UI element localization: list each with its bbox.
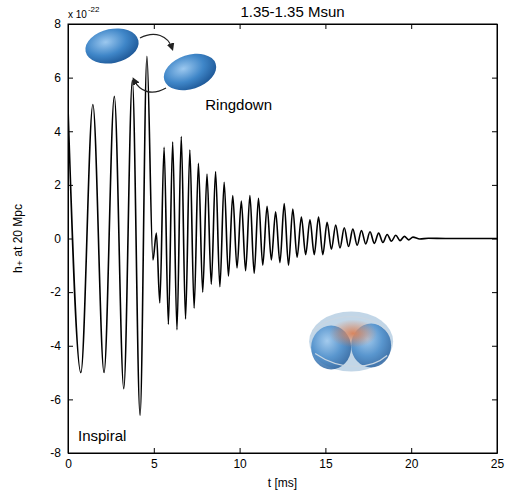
y-tick-label: -2 (50, 285, 61, 299)
x-tick: 5 (151, 448, 158, 471)
remnant-illustration (309, 311, 393, 371)
x-axis-line (69, 453, 498, 454)
plot-frame (68, 24, 497, 453)
y-tick-right (492, 399, 497, 400)
x-tick: 20 (405, 448, 419, 471)
neutron-star (82, 24, 142, 68)
y-tick: 6 (54, 71, 73, 85)
y-tick: -4 (50, 339, 73, 353)
x-tick-mark-top (411, 24, 412, 29)
y-tick-right (492, 78, 497, 79)
y-tick-right (492, 24, 497, 25)
x-axis: 0 5 10 15 20 25 (65, 448, 504, 471)
plot-area (68, 56, 497, 415)
binary-illustration (82, 24, 221, 97)
chart: 0 5 10 15 20 25 -8 -6 -4 -2 0 2 4 6 8 1.35-1.35 Msun x 1… (0, 0, 527, 495)
x-tick-top (68, 24, 69, 29)
y-tick-mark-right (492, 78, 497, 79)
x-tick-top (154, 24, 155, 29)
title: 1.35-1.35 Msun (240, 3, 344, 20)
y-tick-label: -6 (50, 393, 61, 407)
x-tick-mark-top (240, 24, 241, 29)
y-tick-mark (68, 346, 73, 347)
top-frame-line (69, 24, 498, 25)
y-tick: -8 (50, 446, 73, 460)
y-tick-label: -4 (50, 339, 61, 353)
y-tick-mark-right (492, 24, 497, 25)
x-axis-top (69, 24, 498, 29)
x-tick-top (411, 24, 412, 29)
y-tick: 4 (54, 125, 73, 139)
neutron-star (159, 47, 221, 96)
y-tick-right (492, 292, 497, 293)
x-tick-label: 25 (491, 457, 505, 471)
x-tick-label: 10 (233, 457, 247, 471)
y-tick-mark-right (492, 399, 497, 400)
waveform-line (68, 56, 497, 415)
y-tick: -6 (50, 393, 73, 407)
y-tick-mark-right (492, 346, 497, 347)
x-tick-mark-top (68, 24, 69, 29)
y-axis: -8 -6 -4 -2 0 2 4 6 8 (50, 17, 73, 460)
y-tick-mark-right (492, 185, 497, 186)
y-multiplier: x 10-22 (68, 5, 100, 20)
y-tick-label: 4 (54, 125, 61, 139)
y-axis-title: h₊ at 20 Mpc (11, 204, 25, 273)
y-tick-right (492, 453, 497, 454)
x-tick: 10 (233, 448, 247, 471)
y-tick-right (492, 185, 497, 186)
x-axis-title: t [ms] (268, 476, 297, 490)
x-tick-label: 20 (405, 457, 419, 471)
x-tick-label: 5 (151, 457, 158, 471)
y-tick: -2 (50, 285, 73, 299)
x-tick: 15 (319, 448, 333, 471)
remnant-streams (313, 317, 389, 367)
x-tick-mark (411, 448, 412, 453)
annotation: Ringdown (205, 96, 272, 113)
y-tick-right (492, 346, 497, 347)
y-tick-label: 6 (54, 71, 61, 85)
y-tick-mark (68, 399, 73, 400)
x-tick-label: 0 (65, 457, 72, 471)
y-tick-label: 2 (54, 178, 61, 192)
y-tick-mark-right (492, 131, 497, 132)
y-tick-mark (68, 78, 73, 79)
x-tick-mark-top (325, 24, 326, 29)
y-tick: 0 (54, 232, 73, 246)
annotation: Inspiral (78, 427, 126, 444)
y-tick-mark (68, 292, 73, 293)
y-tick-mark-right (492, 292, 497, 293)
orbit-arrow (140, 34, 172, 48)
x-tick-mark-top (154, 24, 155, 29)
y-tick-mark (68, 453, 73, 454)
orbit-arrow (134, 80, 166, 92)
x-tick-label: 15 (319, 457, 333, 471)
x-tick-top (240, 24, 241, 29)
y-tick-right (492, 131, 497, 132)
y-tick-mark-right (492, 453, 497, 454)
y-multiplier-base: x 10 (68, 9, 87, 20)
x-tick-mark (240, 448, 241, 453)
x-tick-mark (154, 448, 155, 453)
remnant-halo (309, 311, 393, 371)
x-tick-mark (325, 448, 326, 453)
remnant-core (329, 319, 377, 347)
y-tick-label: 0 (54, 232, 61, 246)
y-multiplier-exponent: -22 (88, 5, 100, 14)
x-tick-top (325, 24, 326, 29)
right-frame-line (497, 25, 498, 454)
y-tick-label: 8 (54, 17, 61, 31)
y-tick-label: -8 (50, 446, 61, 460)
